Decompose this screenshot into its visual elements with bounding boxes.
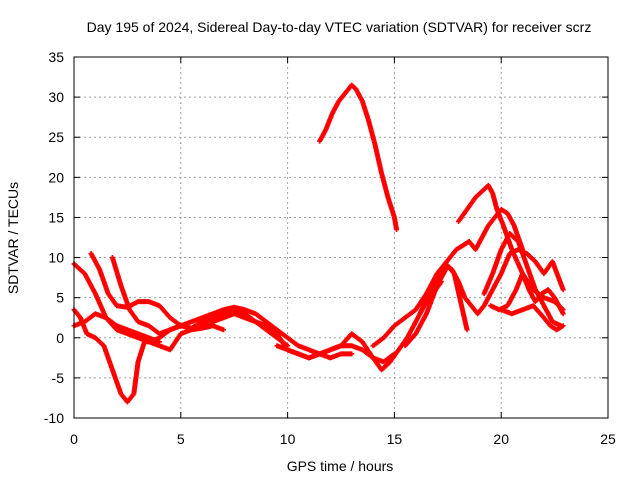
x-axis-label: GPS time / hours	[287, 458, 394, 474]
data-point	[560, 311, 566, 317]
y-axis-label: SDTVAR / TECUs	[5, 182, 21, 294]
y-tick-label: 5	[56, 290, 64, 306]
y-tick-label: 0	[56, 330, 64, 346]
x-tick-label: 0	[70, 431, 78, 447]
chart-title: Day 195 of 2024, Sidereal Day-to-day VTE…	[87, 19, 592, 35]
plot-frame	[73, 56, 609, 419]
data-point	[560, 323, 566, 329]
y-tick-label: 30	[48, 89, 64, 105]
ticks: 0 5 10 15 20 25 -10 -5 0 5 10 15 20 25 30 35	[44, 49, 616, 447]
series-arc10	[402, 263, 470, 349]
data-point	[464, 327, 470, 333]
data-point	[560, 287, 566, 293]
x-tick-label: 25	[600, 431, 616, 447]
y-tick-label: -10	[44, 410, 64, 426]
x-tick-label: 15	[387, 431, 403, 447]
data-marks	[71, 82, 566, 405]
series-arc15	[498, 303, 566, 333]
series-arc8	[317, 82, 400, 232]
data-point	[221, 327, 227, 333]
data-point	[394, 226, 400, 232]
series-arc11	[417, 247, 566, 317]
y-tick-label: 10	[48, 250, 64, 266]
series-arc4	[109, 255, 355, 361]
series-arc13	[481, 230, 564, 329]
series-arc14	[488, 271, 566, 317]
x-tick-label: 5	[177, 431, 185, 447]
series-arc5	[71, 311, 162, 345]
x-tick-label: 20	[493, 431, 509, 447]
y-tick-label: 35	[48, 49, 64, 65]
y-tick-label: -5	[52, 370, 65, 386]
y-tick-label: 15	[48, 209, 64, 225]
data-point	[349, 351, 355, 357]
x-tick-label: 10	[280, 431, 296, 447]
data-point	[156, 339, 162, 345]
y-tick-label: 20	[48, 169, 64, 185]
y-tick-label: 25	[48, 129, 64, 145]
